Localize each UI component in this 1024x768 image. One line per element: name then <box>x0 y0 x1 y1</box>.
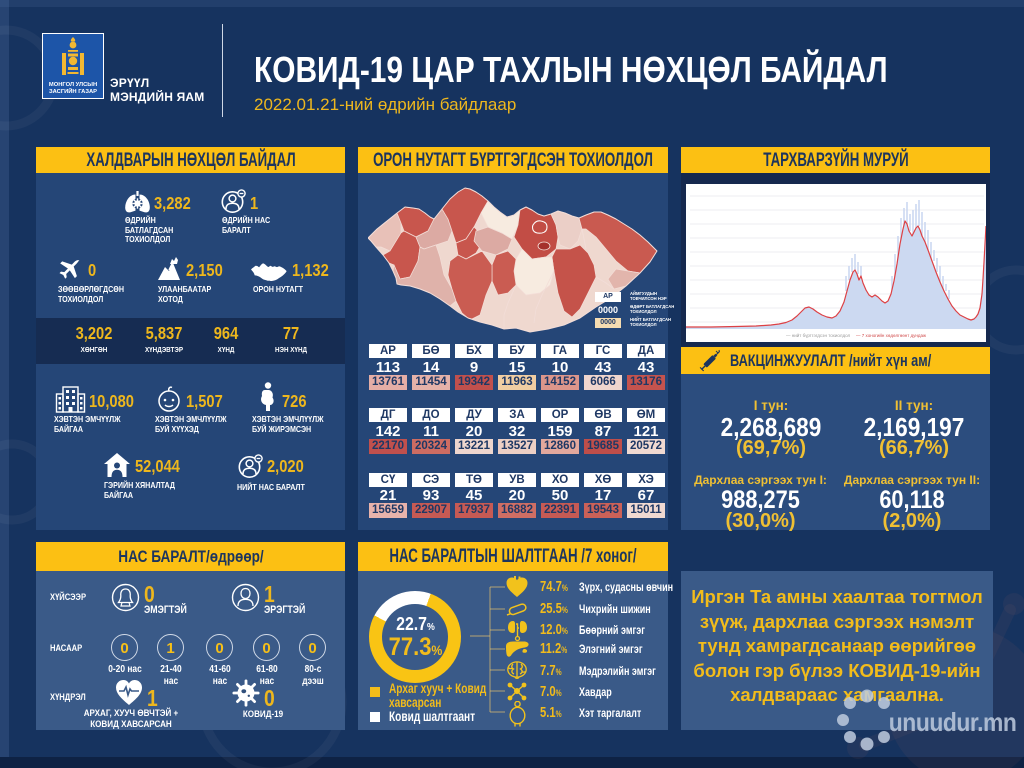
svg-text:— 7 хоногийн хөдөлгөөнт дундаж: — 7 хоногийн хөдөлгөөнт дундаж <box>856 332 926 338</box>
svg-text:unuudur.mn: unuudur.mn <box>889 709 1017 738</box>
svg-text:— нийт бүртгэгдсэн тохиолдол: — нийт бүртгэгдсэн тохиолдол <box>786 332 850 338</box>
